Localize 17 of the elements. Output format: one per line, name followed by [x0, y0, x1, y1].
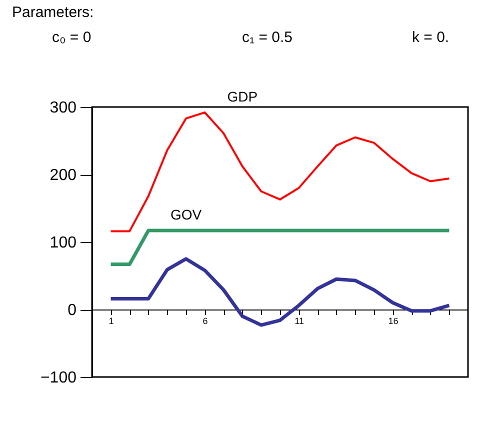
y-tick-label: 300	[50, 100, 77, 116]
x-tick-label: 16	[388, 316, 398, 326]
y-tick-label: 0	[68, 302, 77, 319]
x-tick-label: 11	[294, 316, 304, 326]
text: c₀ = 0	[52, 29, 92, 46]
text: k = 0.	[412, 29, 450, 46]
text: c₁ = 0.5	[242, 29, 293, 46]
x-tick-label: 6	[202, 316, 208, 326]
y-tick-label: 200	[50, 167, 77, 184]
y-tick-label: 100	[50, 234, 77, 252]
y-tick-label: −100	[40, 370, 77, 386]
x-tick-label: 1	[108, 316, 114, 326]
line-series	[109, 257, 451, 327]
series-label: GOV	[170, 206, 202, 223]
text: Parameters:	[12, 4, 94, 21]
line-series	[110, 111, 450, 232]
series-label: GDP	[227, 88, 258, 104]
